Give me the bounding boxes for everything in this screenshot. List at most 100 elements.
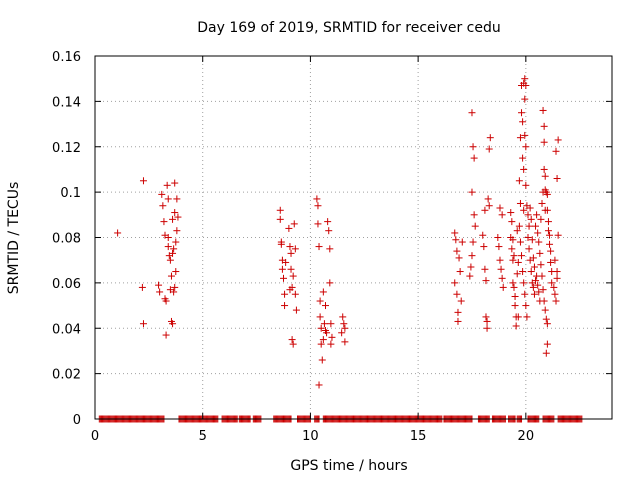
data-point [518,109,526,117]
data-point [341,338,349,346]
data-point [173,227,181,235]
data-point [286,243,294,251]
data-point [521,290,529,298]
data-point [166,256,174,264]
data-point [525,245,533,253]
data-point [537,215,545,223]
data-point [522,143,530,151]
data-point [521,131,529,139]
x-tick-label: 15 [410,429,427,444]
data-point [530,290,538,298]
data-point [479,231,487,239]
data-point [172,238,180,246]
data-point [529,283,537,291]
data-point [276,215,284,223]
data-point [524,234,532,241]
y-tick-label: 0.04 [52,322,81,337]
data-point [169,320,177,328]
data-point [170,245,178,253]
data-point [498,274,506,282]
data-point [553,274,561,282]
data-point [469,238,477,246]
data-point [544,227,552,235]
data-point [543,320,551,328]
data-point [164,243,172,251]
data-point [314,220,322,228]
data-point [341,324,349,332]
data-point [534,281,542,289]
data-point [468,188,476,196]
data-point [455,254,463,262]
data-point [497,265,505,273]
data-point [483,317,491,325]
data-point [508,245,516,253]
data-point [328,333,336,341]
data-point [173,195,181,203]
data-point [468,252,476,260]
data-point [454,308,462,316]
data-point [515,177,523,185]
data-point [527,215,535,223]
data-point [482,313,490,321]
data-point [525,222,533,230]
data-point [553,268,561,276]
data-point [340,320,348,328]
data-point [292,306,300,314]
data-point [317,340,325,348]
data-point [548,279,556,287]
data-point [451,229,459,237]
data-point [458,238,466,246]
data-point [508,218,516,226]
y-axis-label: SRMTID / TECUs [6,182,22,295]
data-point [513,270,521,278]
data-point [547,258,555,266]
data-point [551,290,559,298]
data-point [515,222,523,230]
y-tick-label: 0.02 [52,368,81,383]
data-point [468,109,476,117]
data-point [466,272,474,280]
data-point [540,122,548,130]
data-point [550,283,558,291]
data-point [519,154,527,162]
data-point [162,331,170,339]
data-point [114,229,122,237]
data-point [172,268,180,276]
data-point [281,290,289,298]
data-point [452,236,460,244]
data-point [338,329,346,337]
data-point [540,138,548,146]
y-tick-label: 0 [73,413,81,428]
data-point [321,302,329,310]
data-point [533,211,541,219]
data-point [320,320,328,328]
data-point [169,215,177,223]
data-point [485,202,493,210]
data-point [289,272,297,280]
data-point [164,195,172,203]
data-point [319,336,327,344]
data-point [314,202,322,210]
data-point [288,336,296,344]
data-point [540,165,548,173]
data-point [171,179,179,187]
data-point [471,222,479,230]
data-point [325,227,333,235]
data-point [486,134,494,142]
data-point [541,206,549,214]
data-point [139,320,147,328]
data-point [469,143,477,151]
data-point [324,218,332,226]
data-point [516,238,524,246]
data-point [138,283,146,291]
data-point [318,356,326,364]
data-point [514,313,522,321]
data-point [509,256,517,264]
data-point [510,283,518,291]
data-point [467,263,475,271]
data-point [543,190,551,198]
data-point [326,245,334,253]
data-point [278,265,286,273]
axis-ticks: 0 5 10 15 20 0 0.02 0.04 0.06 0.08 0.1 0.12 0.14 0.16 [52,50,612,444]
data-point [316,313,324,321]
